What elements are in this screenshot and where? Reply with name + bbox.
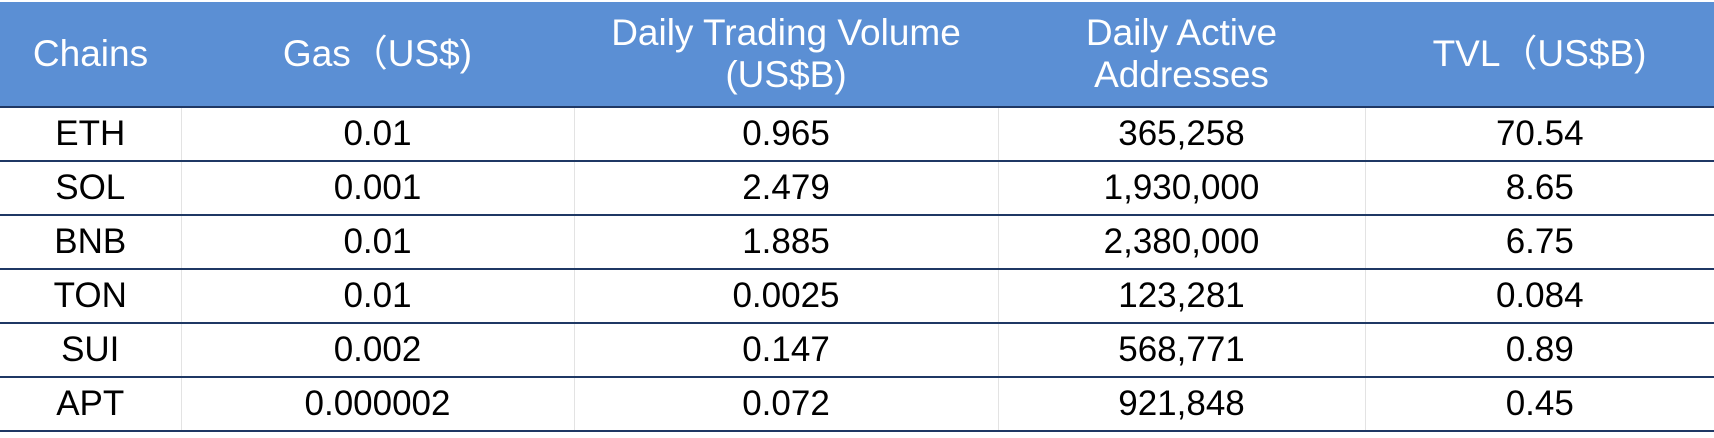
table-header: Chains Gas（US$) Daily Trading Volume (US… bbox=[0, 2, 1714, 108]
table-row: APT 0.000002 0.072 921,848 0.45 bbox=[0, 377, 1714, 432]
cell-tvl: 70.54 bbox=[1365, 107, 1714, 162]
cell-active-addresses: 1,930,000 bbox=[998, 161, 1366, 216]
cell-trading-volume: 0.072 bbox=[574, 377, 999, 432]
table-row: SOL 0.001 2.479 1,930,000 8.65 bbox=[0, 161, 1714, 216]
cell-chain: SUI bbox=[0, 323, 182, 378]
cell-active-addresses: 568,771 bbox=[998, 323, 1366, 378]
cell-trading-volume: 0.965 bbox=[574, 107, 999, 162]
cell-active-addresses: 123,281 bbox=[998, 269, 1366, 324]
cell-chain: TON bbox=[0, 269, 182, 324]
cell-trading-volume: 0.0025 bbox=[574, 269, 999, 324]
column-header-daily-active-addresses: Daily Active Addresses bbox=[998, 2, 1365, 108]
cell-active-addresses: 921,848 bbox=[998, 377, 1366, 432]
column-header-chains: Chains bbox=[0, 2, 181, 108]
cell-tvl: 0.89 bbox=[1365, 323, 1714, 378]
cell-tvl: 0.084 bbox=[1365, 269, 1714, 324]
cell-gas: 0.01 bbox=[181, 215, 575, 270]
cell-gas: 0.001 bbox=[181, 161, 575, 216]
cell-tvl: 8.65 bbox=[1365, 161, 1714, 216]
column-header-gas: Gas（US$) bbox=[181, 2, 574, 108]
cell-trading-volume: 0.147 bbox=[574, 323, 999, 378]
table-row: BNB 0.01 1.885 2,380,000 6.75 bbox=[0, 215, 1714, 270]
cell-active-addresses: 2,380,000 bbox=[998, 215, 1366, 270]
cell-active-addresses: 365,258 bbox=[998, 107, 1366, 162]
cell-gas: 0.000002 bbox=[181, 377, 575, 432]
cell-trading-volume: 2.479 bbox=[574, 161, 999, 216]
table-body: ETH 0.01 0.965 365,258 70.54 SOL 0.001 2… bbox=[0, 107, 1714, 432]
cell-chain: ETH bbox=[0, 107, 182, 162]
cell-chain: BNB bbox=[0, 215, 182, 270]
cell-tvl: 6.75 bbox=[1365, 215, 1714, 270]
table-row: SUI 0.002 0.147 568,771 0.89 bbox=[0, 323, 1714, 378]
cell-gas: 0.01 bbox=[181, 269, 575, 324]
header-row: Chains Gas（US$) Daily Trading Volume (US… bbox=[0, 2, 1714, 108]
cell-gas: 0.01 bbox=[181, 107, 575, 162]
column-header-tvl: TVL（US$B) bbox=[1365, 2, 1714, 108]
cell-chain: APT bbox=[0, 377, 182, 432]
cell-gas: 0.002 bbox=[181, 323, 575, 378]
table-row: ETH 0.01 0.965 365,258 70.54 bbox=[0, 107, 1714, 162]
table-row: TON 0.01 0.0025 123,281 0.084 bbox=[0, 269, 1714, 324]
cell-chain: SOL bbox=[0, 161, 182, 216]
column-header-daily-trading-volume: Daily Trading Volume (US$B) bbox=[574, 2, 998, 108]
cell-tvl: 0.45 bbox=[1365, 377, 1714, 432]
cell-trading-volume: 1.885 bbox=[574, 215, 999, 270]
